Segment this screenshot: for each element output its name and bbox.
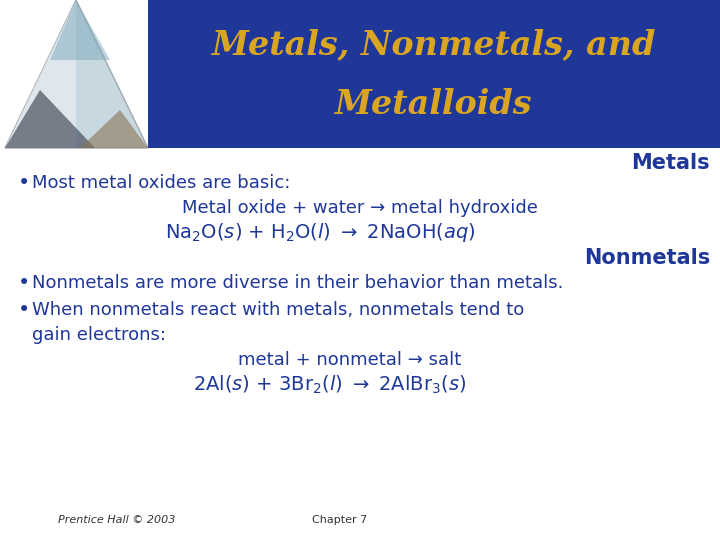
Text: metal + nonmetal → salt: metal + nonmetal → salt [238,351,462,369]
Text: Most metal oxides are basic:: Most metal oxides are basic: [32,174,290,192]
Text: Metal oxide + water → metal hydroxide: Metal oxide + water → metal hydroxide [182,199,538,217]
Text: •: • [18,273,30,293]
Text: Nonmetals: Nonmetals [584,248,710,268]
Text: Metalloids: Metalloids [336,89,533,122]
Text: 2Al($s$) + 3Br$_2$($l$) $\rightarrow$ 2AlBr$_3$($s$): 2Al($s$) + 3Br$_2$($l$) $\rightarrow$ 2A… [194,374,467,396]
Text: •: • [18,173,30,193]
Text: Chapter 7: Chapter 7 [312,515,368,525]
Text: Prentice Hall © 2003: Prentice Hall © 2003 [58,515,176,525]
Text: •: • [18,300,30,320]
Text: Na$_2$O($s$) + H$_2$O($l$) $\rightarrow$ 2NaOH($aq$): Na$_2$O($s$) + H$_2$O($l$) $\rightarrow$… [165,220,475,244]
Polygon shape [5,0,76,148]
Polygon shape [5,0,148,148]
Text: Metals, Nonmetals, and: Metals, Nonmetals, and [212,29,656,62]
Polygon shape [80,110,148,148]
FancyBboxPatch shape [148,0,720,148]
Polygon shape [5,90,95,148]
Text: When nonmetals react with metals, nonmetals tend to: When nonmetals react with metals, nonmet… [32,301,524,319]
Polygon shape [50,0,110,60]
Text: Metals: Metals [631,153,710,173]
Text: Nonmetals are more diverse in their behavior than metals.: Nonmetals are more diverse in their beha… [32,274,563,292]
Text: gain electrons:: gain electrons: [32,326,166,344]
